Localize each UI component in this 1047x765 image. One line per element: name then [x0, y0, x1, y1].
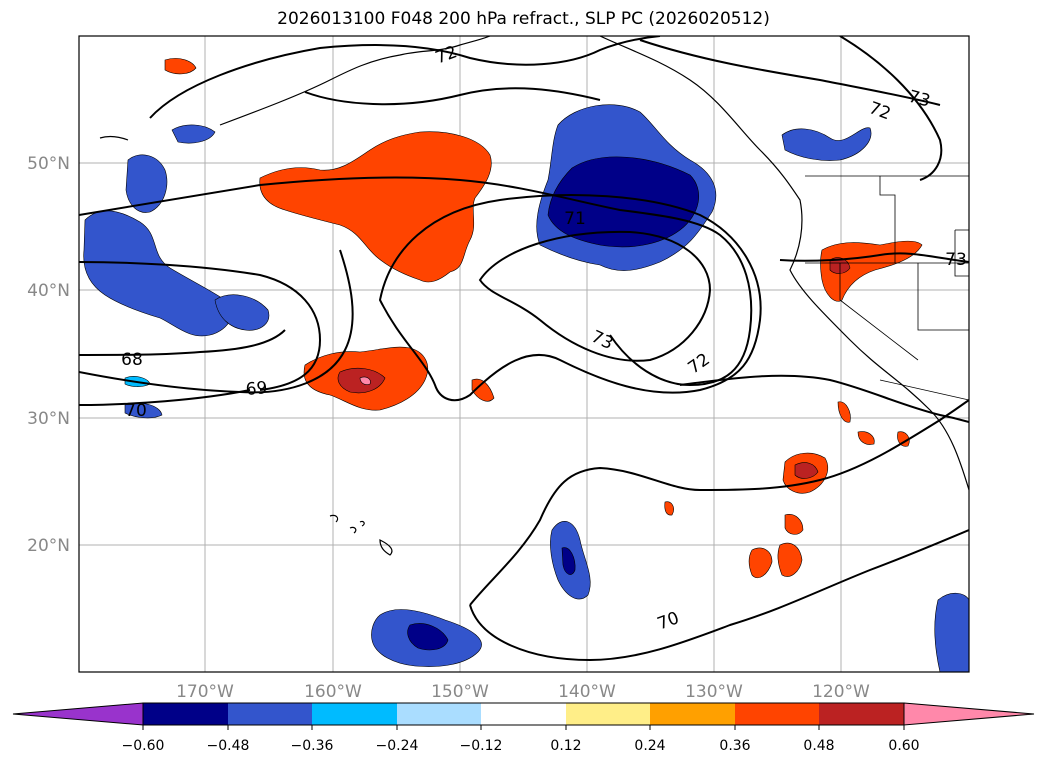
- lon-label: 120°W: [812, 682, 870, 702]
- colorbar-tick-label: 0.36: [719, 738, 750, 754]
- lat-label: 30°N: [27, 409, 70, 429]
- colorbar-segment: [312, 703, 397, 725]
- plot-title: 2026013100 F048 200 hPa refract., SLP PC…: [277, 9, 770, 29]
- colorbar-segment: [143, 703, 228, 725]
- colorbar-segment: [397, 703, 481, 725]
- colorbar-segment: [735, 703, 819, 725]
- pos-region-top-left: [164, 58, 197, 75]
- lon-label: 170°W: [176, 682, 234, 702]
- colorbar-tick-label: −0.36: [291, 738, 334, 754]
- contour-label: 69: [245, 378, 268, 400]
- colorbar-extend-min: [12, 702, 144, 726]
- pos-region-small-3: [837, 401, 851, 423]
- neg-region-west-pacific-2: [125, 154, 168, 213]
- colorbar-segment: [819, 703, 904, 725]
- lat-label: 40°N: [27, 281, 70, 301]
- map-frame: [78, 35, 970, 673]
- colorbar-segment: [228, 703, 312, 725]
- pos-region-small-1: [471, 378, 495, 402]
- pos-region-mexico-1-core: [794, 462, 819, 479]
- contour-label: 68: [121, 350, 143, 370]
- contour-label: 70: [125, 401, 147, 421]
- lat-label: 50°N: [27, 154, 70, 174]
- contour-73-north: [639, 39, 941, 106]
- pos-region-small-4: [897, 431, 910, 447]
- colorbar-tick-label: 0.60: [888, 738, 919, 754]
- contour-71: [79, 176, 753, 387]
- negative-anomaly-regions: [83, 104, 969, 672]
- neg-region-gulf-alaska-core: [547, 156, 699, 248]
- colorbar-tick-label: −0.48: [207, 738, 250, 754]
- colorbar-outline: [142, 702, 905, 726]
- contour-72-southeast: [679, 374, 969, 423]
- pos-region-central-north: [259, 131, 492, 283]
- longitude-labels: 170°W 160°W 150°W 140°W 130°W 120°W: [176, 682, 870, 702]
- pos-region-mexico-3: [748, 547, 773, 579]
- pos-region-california: [820, 240, 923, 302]
- contour-72-inner: [378, 194, 762, 402]
- lat-label: 20°N: [27, 536, 70, 556]
- contour-72-california: [779, 252, 969, 263]
- colorbar-tick-label: 0.12: [550, 738, 581, 754]
- lon-label: 160°W: [304, 682, 362, 702]
- contour-72-ne: [839, 36, 943, 181]
- colorbar-tick-labels: −0.60 −0.48 −0.36 −0.24 −0.12 0.12 0.24 …: [122, 738, 920, 754]
- pos-region-mexico-2: [777, 542, 803, 577]
- colorbar-tick-label: 0.24: [634, 738, 665, 754]
- colorbar-tick-label: 0.48: [803, 738, 834, 754]
- contour-label: 71: [564, 209, 586, 229]
- contour-70-south: [469, 399, 969, 606]
- colorbar-extend-max: [903, 702, 1035, 726]
- contour-70-sw: [79, 389, 251, 406]
- colorbar-tick-label: −0.60: [122, 738, 165, 754]
- neg-region-small-1: [171, 124, 216, 144]
- contour-68: [79, 329, 286, 356]
- contour-69: [79, 261, 322, 391]
- colorbar-segment: [566, 703, 650, 725]
- slp-contours: [79, 36, 969, 662]
- colorbar: −0.60 −0.48 −0.36 −0.24 −0.12 0.12 0.24 …: [12, 702, 1035, 754]
- colorbar-segment: [650, 703, 735, 725]
- pos-region-small-2: [857, 431, 875, 445]
- contour-70-south-lower: [469, 529, 969, 662]
- contour-label: 73: [945, 250, 967, 270]
- positive-anomaly-regions: [164, 58, 923, 579]
- lon-label: 140°W: [558, 682, 616, 702]
- neg-region-west-pacific-3: [214, 294, 270, 331]
- contour-72-alaska: [304, 87, 601, 106]
- colorbar-segment: [481, 703, 566, 725]
- pos-region-pink-spot: [359, 376, 371, 385]
- contour-73-center: [478, 230, 712, 362]
- colorbar-tick-marks: [142, 725, 905, 730]
- latitude-labels: 50°N 40°N 30°N 20°N: [27, 154, 70, 556]
- neg-region-bc-coast: [781, 127, 872, 161]
- neg-region-southeast-corner: [934, 592, 969, 672]
- political-boundaries: [805, 175, 969, 401]
- colorbar-tick-label: −0.12: [460, 738, 503, 754]
- contour-70-west: [79, 249, 354, 394]
- pos-region-small-5: [664, 501, 674, 516]
- lon-label: 130°W: [685, 682, 743, 702]
- contour-72-north: [149, 36, 661, 119]
- neg-region-south-west-core: [407, 623, 449, 651]
- neg-region-south-central-core: [561, 547, 576, 575]
- coastlines: [99, 36, 969, 556]
- lon-label: 150°W: [431, 682, 489, 702]
- colorbar-tick-label: −0.24: [376, 738, 419, 754]
- pos-region-mexico-4: [784, 514, 804, 535]
